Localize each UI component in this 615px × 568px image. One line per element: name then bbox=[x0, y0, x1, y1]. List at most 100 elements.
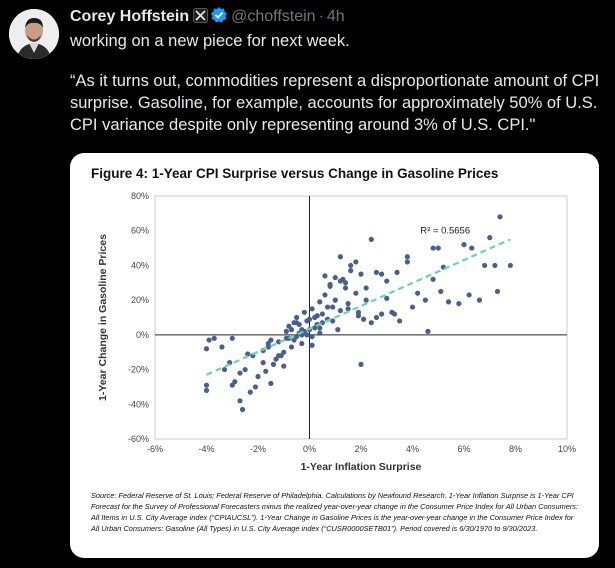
crossed-swords-icon bbox=[193, 8, 209, 30]
x-tick-label: 2% bbox=[354, 444, 367, 454]
y-tick-label: 0% bbox=[136, 330, 149, 340]
data-point bbox=[394, 269, 400, 275]
data-point bbox=[373, 314, 380, 321]
data-point bbox=[430, 276, 436, 282]
data-point bbox=[288, 344, 295, 350]
data-point bbox=[317, 299, 323, 305]
data-point bbox=[422, 297, 428, 303]
data-point bbox=[355, 313, 362, 319]
data-point bbox=[309, 306, 315, 312]
r-squared-label: R² = 0.5656 bbox=[420, 226, 470, 237]
author-name[interactable]: Corey Hoffstein bbox=[70, 8, 190, 25]
avatar[interactable] bbox=[9, 9, 59, 59]
data-point bbox=[342, 285, 349, 291]
chart-title: Figure 4: 1-Year CPI Surprise versus Cha… bbox=[91, 166, 499, 181]
data-point bbox=[435, 245, 441, 251]
data-point bbox=[379, 271, 385, 277]
data-point bbox=[288, 327, 295, 333]
chart-source-note: Source: Federal Reserve of St. Louis; Fe… bbox=[91, 491, 579, 533]
x-axis-label: 1-Year Inflation Surprise bbox=[301, 461, 422, 473]
data-point bbox=[317, 325, 323, 331]
data-point bbox=[409, 304, 416, 310]
x-tick-label: 6% bbox=[457, 444, 470, 454]
data-point bbox=[482, 262, 488, 269]
tweet-header: Corey Hoffstein @choffstein · 4h bbox=[70, 6, 345, 31]
data-point bbox=[232, 379, 238, 385]
data-point bbox=[203, 382, 210, 388]
data-point bbox=[358, 271, 364, 277]
data-point bbox=[487, 235, 493, 241]
data-point bbox=[322, 273, 328, 279]
data-point bbox=[283, 335, 289, 341]
data-point bbox=[345, 301, 351, 307]
data-point bbox=[324, 304, 331, 310]
x-tick-label: 4% bbox=[406, 444, 419, 454]
data-point bbox=[294, 314, 300, 321]
data-point bbox=[494, 288, 501, 295]
plot-area-border bbox=[154, 195, 568, 440]
y-tick-label: -20% bbox=[128, 365, 149, 375]
y-tick-label: -40% bbox=[128, 399, 149, 409]
data-point bbox=[456, 301, 462, 307]
data-point bbox=[247, 389, 253, 395]
data-point bbox=[242, 366, 248, 373]
data-point bbox=[322, 292, 328, 298]
data-point bbox=[221, 366, 228, 373]
author-handle[interactable]: @choffstein bbox=[231, 8, 316, 25]
data-point bbox=[270, 361, 277, 367]
data-point bbox=[368, 320, 374, 326]
data-point bbox=[306, 316, 313, 322]
data-point bbox=[317, 330, 323, 336]
data-point bbox=[299, 340, 305, 347]
data-point bbox=[265, 340, 271, 347]
data-point bbox=[332, 297, 338, 303]
data-point bbox=[404, 259, 410, 265]
data-point bbox=[309, 342, 315, 348]
data-point bbox=[337, 254, 343, 260]
tweet-time[interactable]: 4h bbox=[326, 8, 345, 25]
data-point bbox=[335, 327, 341, 333]
data-point bbox=[445, 299, 452, 305]
data-point bbox=[430, 245, 436, 251]
data-point bbox=[332, 274, 338, 281]
data-point bbox=[327, 281, 333, 288]
data-point bbox=[239, 406, 246, 413]
data-point bbox=[229, 335, 235, 341]
trend-line bbox=[206, 238, 511, 376]
data-point bbox=[379, 311, 385, 317]
data-point bbox=[466, 292, 472, 298]
data-point bbox=[360, 316, 367, 322]
data-point bbox=[461, 242, 467, 248]
data-point bbox=[348, 262, 354, 269]
data-point bbox=[252, 384, 259, 390]
x-tick-label: 8% bbox=[509, 444, 522, 454]
data-point bbox=[245, 351, 251, 357]
data-point bbox=[219, 344, 225, 350]
tweet-body: working on a new piece for next week. “A… bbox=[70, 30, 600, 136]
data-point bbox=[373, 269, 380, 275]
data-point bbox=[283, 328, 289, 334]
data-point bbox=[276, 339, 282, 345]
data-point bbox=[404, 254, 410, 260]
y-axis-label: 1-Year Change in Gasoline Prices bbox=[97, 234, 109, 401]
data-point bbox=[368, 236, 374, 242]
verified-badge-icon bbox=[210, 6, 228, 31]
data-point bbox=[314, 313, 320, 319]
data-point bbox=[384, 278, 390, 284]
data-point bbox=[263, 368, 269, 374]
x-tick-label: 0% bbox=[303, 444, 316, 454]
y-tick-label: 60% bbox=[131, 226, 149, 236]
data-point bbox=[469, 245, 475, 251]
time-separator: · bbox=[318, 8, 324, 25]
tweet-media-image[interactable]: Figure 4: 1-Year CPI Surprise versus Cha… bbox=[70, 153, 599, 558]
data-point bbox=[353, 290, 359, 296]
data-point bbox=[294, 320, 300, 326]
data-point bbox=[345, 306, 351, 312]
tweet-quote: “As it turns out, commodities represent … bbox=[70, 72, 600, 134]
data-point bbox=[507, 262, 513, 269]
data-point bbox=[497, 214, 503, 220]
data-point bbox=[415, 290, 421, 296]
y-tick-label: 20% bbox=[131, 295, 149, 305]
data-point bbox=[281, 349, 287, 355]
tweet-text-line: working on a new piece for next week. bbox=[70, 32, 350, 50]
